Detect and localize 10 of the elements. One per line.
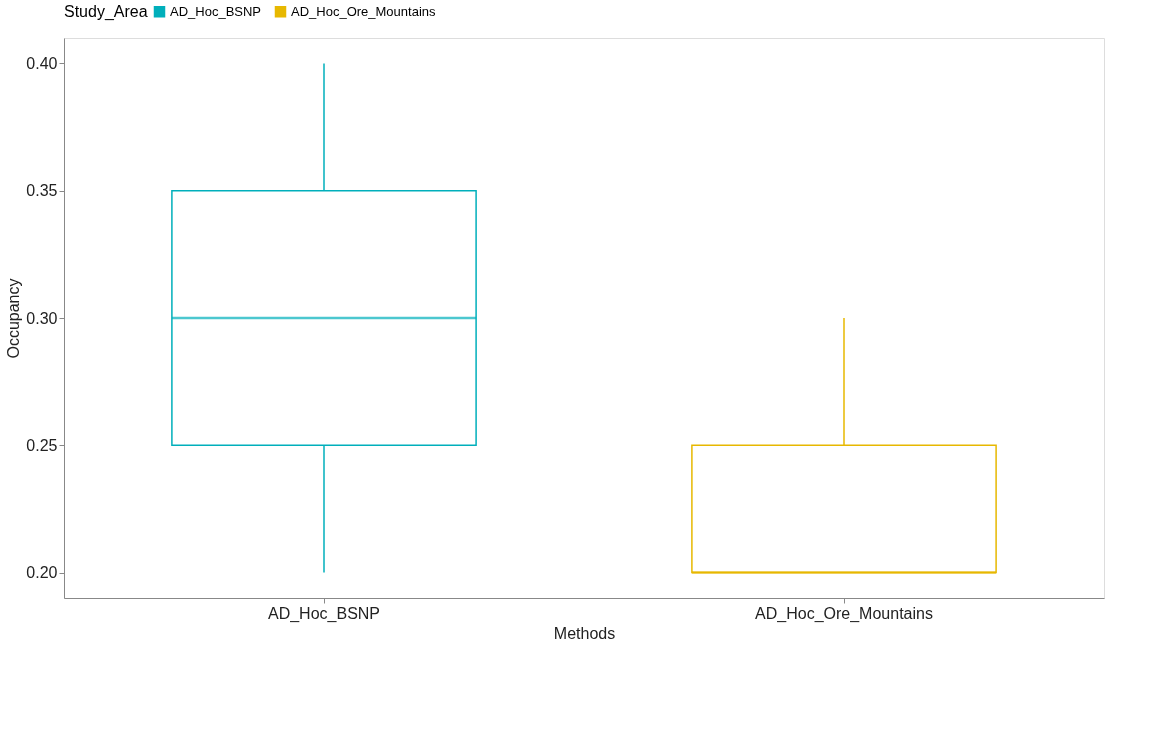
y-axis-title: Occupancy xyxy=(5,278,23,359)
y-tick-label: 0.30 xyxy=(26,309,58,327)
y-tick-label: 0.20 xyxy=(26,564,58,582)
y-tick-label: 0.25 xyxy=(26,436,58,454)
y-tick-label: 0.35 xyxy=(26,182,58,200)
legend-label: AD_Hoc_BSNP xyxy=(170,3,262,19)
y-tick-label: 0.40 xyxy=(26,54,58,72)
x-axis-title: Methods xyxy=(553,624,616,642)
legend-title: Study_Area xyxy=(64,3,148,21)
legend-label: AD_Hoc_Ore_Mountains xyxy=(291,3,437,19)
